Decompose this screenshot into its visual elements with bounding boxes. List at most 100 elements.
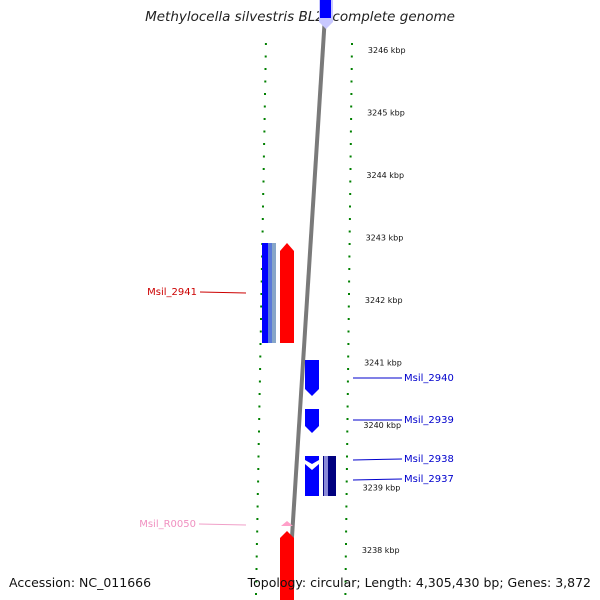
gene-msil-2938-body[interactable] <box>305 464 319 496</box>
reverse-feature-block-a <box>262 243 268 343</box>
ring-tick-right <box>349 155 352 158</box>
ring-tick-right <box>350 93 353 95</box>
ring-tick-right <box>349 130 352 133</box>
reverse-feature-block-b <box>268 243 272 343</box>
ring-tick-right <box>346 443 349 445</box>
ring-tick-right <box>346 380 349 383</box>
map-title: Methylocella silvestris BL2, complete ge… <box>145 9 455 25</box>
ring-tick-right <box>345 505 348 508</box>
ring-tick-right <box>346 393 349 395</box>
ring-tick-right <box>346 455 348 458</box>
forward-feature-bottom <box>280 531 294 600</box>
ring-tick-left <box>258 430 260 433</box>
ring-tick-right <box>344 593 347 595</box>
ring-tick-right <box>349 168 352 170</box>
ruler-ring-right <box>344 43 353 595</box>
gene-msil-r0050-shape[interactable] <box>281 521 293 526</box>
ring-tick-right <box>349 180 352 183</box>
ring-tick-right <box>349 205 351 208</box>
ring-tick-left <box>256 530 259 533</box>
ring-tick-right <box>348 293 350 295</box>
gene-msil-2941-shape[interactable] <box>280 243 294 343</box>
ring-tick-right <box>345 518 348 520</box>
ring-tick-left <box>255 593 257 595</box>
ring-tick-right <box>350 55 353 58</box>
leader-msil-2938 <box>352 458 403 461</box>
ring-tick-right <box>345 468 348 470</box>
ring-tick-right <box>346 405 349 408</box>
ruler-tick-label: 3242 kbp <box>365 296 403 305</box>
label-msil-2938[interactable]: Msil_2938 <box>404 454 454 465</box>
label-msil-r0050[interactable]: Msil_R0050 <box>139 519 196 530</box>
ring-tick-right <box>350 105 353 108</box>
ring-tick-right <box>348 280 351 283</box>
ring-tick-left <box>262 193 265 195</box>
ring-tick-left <box>257 480 260 483</box>
label-msil-2941[interactable]: Msil_2941 <box>147 287 197 298</box>
leader-msil-r0050 <box>198 523 247 526</box>
ring-tick-right <box>349 193 352 195</box>
label-msil-2939[interactable]: Msil_2939 <box>404 415 454 426</box>
ring-tick-left <box>259 330 262 333</box>
ring-tick-right <box>347 305 350 308</box>
ring-tick-left <box>258 405 261 408</box>
ring-tick-left <box>260 318 262 320</box>
ring-tick-right <box>349 143 352 145</box>
ring-tick-left <box>255 568 258 570</box>
ring-tick-left <box>257 455 260 458</box>
leader-msil-2941 <box>199 291 247 294</box>
ring-tick-left <box>257 468 260 470</box>
ring-tick-left <box>258 380 261 383</box>
ring-tick-left <box>264 68 267 70</box>
label-msil-2940[interactable]: Msil_2940 <box>404 373 454 384</box>
ruler-tick-label: 3241 kbp <box>364 359 402 368</box>
genome-backbone <box>286 0 328 600</box>
ring-tick-left <box>255 543 258 545</box>
ring-tick-left <box>261 218 264 220</box>
ring-tick-left <box>263 118 266 120</box>
ring-tick-right <box>348 243 351 245</box>
ring-tick-left <box>259 368 262 370</box>
ring-tick-right <box>347 330 350 333</box>
ruler-tick-label: 3244 kbp <box>366 171 404 180</box>
label-msil-2937[interactable]: Msil_2937 <box>404 474 454 485</box>
genome-summary-text: Topology: circular; Length: 4,305,430 bp… <box>247 575 591 590</box>
ring-tick-left <box>262 180 265 183</box>
ring-tick-left <box>255 555 258 558</box>
ring-tick-left <box>258 393 261 395</box>
ring-tick-left <box>260 293 263 295</box>
ring-tick-left <box>256 493 259 495</box>
gene-msil-2937-highlight <box>324 456 328 496</box>
ring-tick-right <box>348 218 351 220</box>
ruler-tick-label: 3246 kbp <box>368 46 406 55</box>
ring-tick-right <box>347 318 350 320</box>
ruler-tick-label: 3240 kbp <box>363 421 401 430</box>
ring-tick-right <box>344 555 347 558</box>
ring-tick-right <box>346 418 349 420</box>
ring-tick-left <box>259 343 262 345</box>
ring-tick-right <box>345 493 348 495</box>
ring-tick-left <box>260 280 263 283</box>
ring-tick-left <box>260 305 263 308</box>
ring-tick-right <box>350 68 353 70</box>
ring-tick-left <box>264 93 266 95</box>
ring-tick-left <box>263 143 266 145</box>
ring-tick-left <box>261 230 264 233</box>
ring-tick-right <box>344 580 347 583</box>
gene-msil-2939-shape[interactable] <box>305 409 319 433</box>
ring-tick-right <box>350 80 353 83</box>
ring-tick-right <box>350 118 353 120</box>
ruler-tick-label: 3243 kbp <box>366 234 404 243</box>
gene-msil-2938-shape[interactable] <box>305 456 319 464</box>
ruler-tick-label: 3239 kbp <box>363 484 401 493</box>
ring-tick-left <box>262 168 265 170</box>
ring-tick-right <box>351 43 353 45</box>
ring-tick-left <box>263 105 266 108</box>
ring-tick-left <box>263 130 266 133</box>
ring-tick-right <box>348 255 351 258</box>
ring-tick-right <box>345 530 348 533</box>
gene-msil-2940-shape[interactable] <box>305 360 319 396</box>
ring-tick-left <box>264 80 267 83</box>
ring-tick-right <box>347 343 350 345</box>
